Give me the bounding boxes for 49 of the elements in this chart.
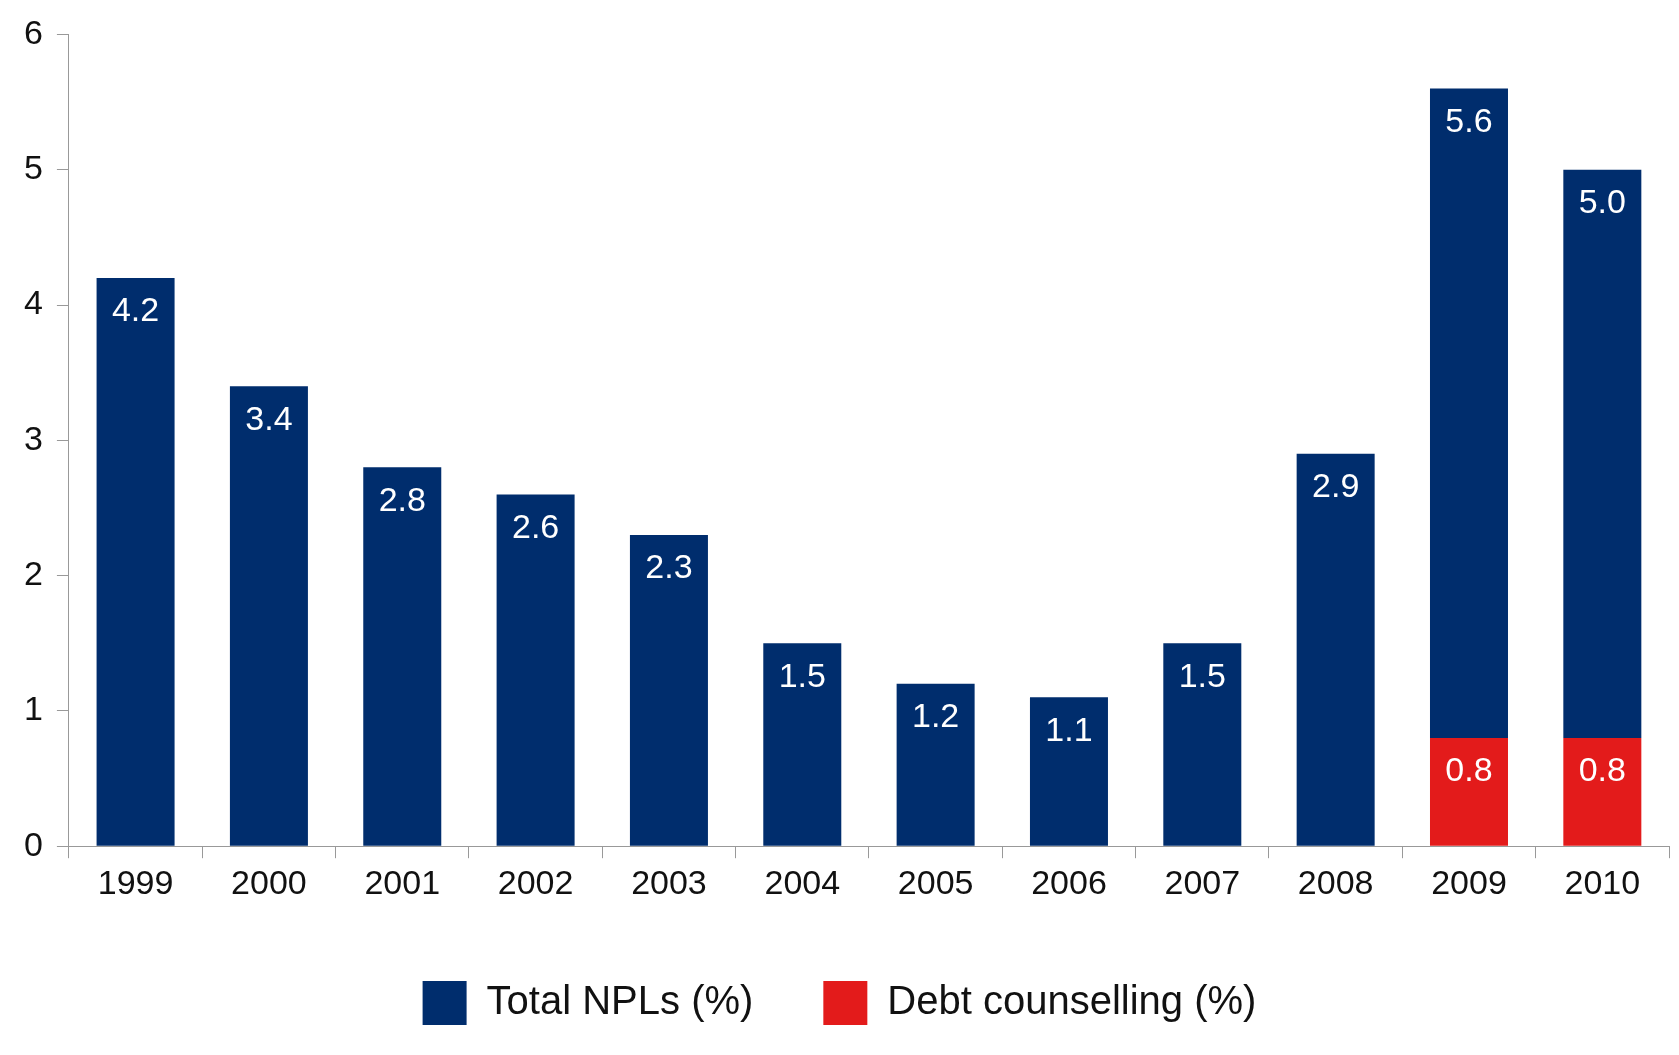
data-label: 1.5 [778, 655, 826, 694]
data-label: 2.3 [645, 547, 693, 586]
x-tick-label: 2010 [1564, 862, 1641, 901]
total-label: 5.0 [1578, 182, 1626, 221]
y-tick-label: 0 [23, 824, 43, 863]
data-label: 0.8 [1445, 750, 1493, 789]
x-tick-label: 2009 [1431, 862, 1507, 901]
data-label: 4.2 [111, 290, 160, 329]
y-tick-label: 2 [23, 553, 43, 592]
x-tick-label: 2004 [764, 862, 841, 901]
bar [1429, 88, 1508, 738]
bar [496, 494, 575, 846]
legend-label: Debt counselling (%) [887, 978, 1257, 1023]
data-label: 2.8 [378, 479, 426, 518]
data-label: 1.1 [1045, 709, 1093, 748]
bar [1296, 453, 1375, 846]
bar [1429, 737, 1508, 846]
total-label: 5.6 [1445, 100, 1493, 139]
x-tick-label: 1999 [97, 862, 174, 901]
x-tick-label: 2002 [497, 862, 574, 901]
y-tick-label: 6 [23, 12, 43, 51]
data-label: 2.6 [511, 506, 560, 545]
y-tick-label: 1 [23, 689, 43, 728]
x-tick-label: 2008 [1297, 862, 1374, 901]
legend-label: Total NPLs (%) [486, 978, 754, 1023]
x-tick-label: 2006 [1031, 862, 1107, 901]
x-tick-label: 2007 [1164, 862, 1241, 901]
data-label: 2.9 [1312, 466, 1360, 505]
bar [763, 643, 842, 846]
y-tick-label: 3 [23, 418, 43, 457]
x-tick-label: 2000 [231, 862, 307, 901]
data-label: 3.4 [245, 398, 293, 437]
bar [896, 683, 975, 846]
bar [363, 467, 442, 846]
bar [96, 277, 175, 846]
bar [629, 535, 708, 846]
bar [1563, 169, 1642, 738]
data-label: 1.2 [911, 696, 960, 735]
y-tick-label: 4 [23, 283, 43, 322]
bar [229, 386, 308, 846]
bar [1563, 737, 1642, 846]
data-label: 0.8 [1578, 750, 1626, 789]
bar [1163, 643, 1242, 846]
x-tick-label: 2005 [897, 862, 974, 901]
y-tick-label: 5 [23, 148, 43, 187]
x-tick-label: 2001 [364, 862, 441, 901]
bar [1029, 697, 1108, 846]
x-tick-label: 2003 [631, 862, 707, 901]
data-label: 1.5 [1178, 655, 1226, 694]
